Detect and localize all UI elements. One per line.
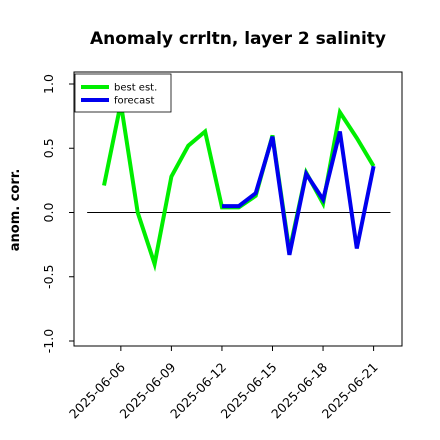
y-tick-label: -0.5 bbox=[41, 265, 56, 289]
plot-area: -1.0-0.50.00.51.02025-06-062025-06-09202… bbox=[41, 71, 403, 421]
y-tick-label: 1.0 bbox=[41, 74, 56, 94]
series-line-forecast bbox=[222, 131, 376, 256]
series-line-best-est- bbox=[102, 102, 376, 272]
y-axis-label: anom. corr. bbox=[8, 169, 23, 252]
y-tick-label: 0.5 bbox=[41, 138, 56, 158]
legend-label: forecast bbox=[114, 96, 155, 107]
y-tick-label: -1.0 bbox=[41, 329, 56, 353]
legend-label: best est. bbox=[114, 83, 157, 94]
legend-box bbox=[74, 73, 172, 113]
chart-title: Anomaly crrltn, layer 2 salinity bbox=[90, 29, 386, 49]
plot-frame bbox=[73, 71, 403, 347]
y-tick-label: 0.0 bbox=[41, 203, 56, 223]
